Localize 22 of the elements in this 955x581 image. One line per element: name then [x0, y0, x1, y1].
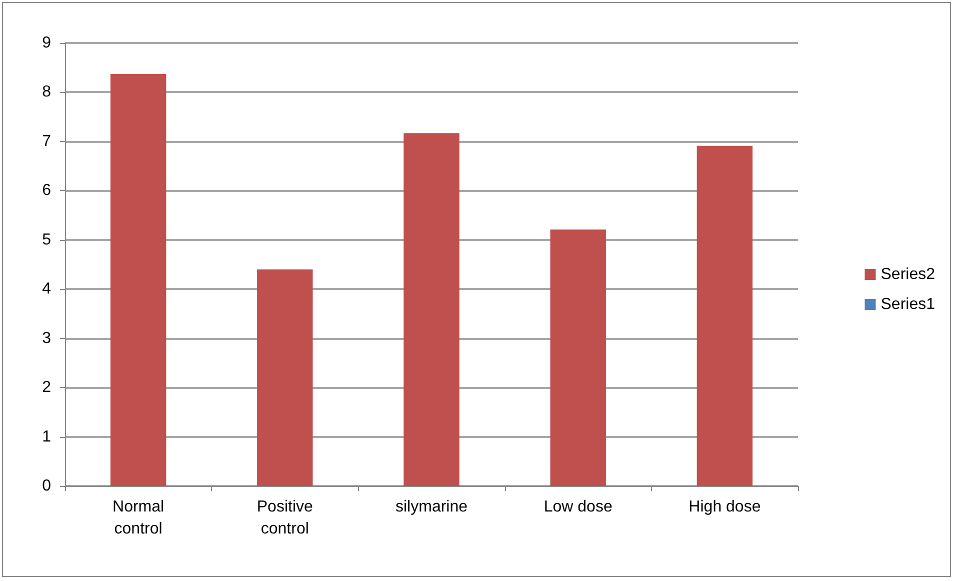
- x-tick-label: Low dose: [544, 498, 612, 516]
- y-tick-label: 2: [42, 379, 52, 396]
- y-tick-label: 0: [42, 478, 52, 494]
- y-tick-label: 8: [42, 84, 52, 101]
- y-tick-label: 9: [42, 34, 52, 52]
- bar: [404, 133, 460, 486]
- y-tick-label: 3: [42, 330, 52, 347]
- x-tick-label: High dose: [688, 498, 761, 516]
- bar: [696, 146, 753, 486]
- y-tick-label: 7: [42, 132, 52, 150]
- x-tick-label: Positive control: [256, 498, 314, 538]
- legend-label: Series2: [880, 266, 936, 283]
- y-tick-label: 4: [42, 280, 52, 298]
- y-tick-label: 1: [42, 428, 52, 446]
- y-tick-label: 6: [42, 182, 52, 200]
- bar: [110, 74, 166, 486]
- bar: [550, 230, 606, 486]
- x-tick-label: Normal control: [112, 498, 164, 538]
- x-tick-label: silymarine: [395, 498, 468, 516]
- bar: [257, 269, 313, 486]
- y-tick-label: 5: [42, 231, 52, 248]
- legend-label: Series1: [880, 296, 936, 313]
